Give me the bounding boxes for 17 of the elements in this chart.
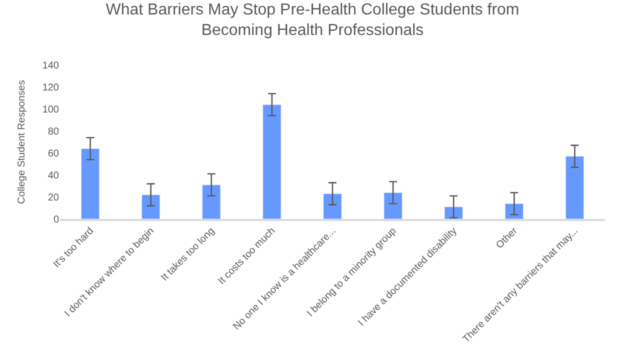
chart-title: What Barriers May Stop Pre-Health College Students from Becoming Health Professionals	[106, 1, 520, 40]
bar	[142, 194, 160, 219]
y-tick-label: 120	[42, 82, 60, 94]
y-tick-label: 80	[48, 126, 60, 138]
bar	[80, 148, 100, 219]
bar	[565, 156, 584, 219]
bar	[202, 184, 221, 219]
bar	[384, 192, 402, 219]
y-tick-label: 140	[42, 60, 60, 72]
y-axis-title: College Student Responses	[16, 80, 28, 204]
y-tick-label: 20	[48, 192, 60, 204]
y-tick-label: 40	[48, 170, 60, 182]
y-tick-label: 100	[42, 104, 60, 116]
bar	[262, 104, 282, 219]
y-tick-label: 0	[53, 214, 60, 226]
bar	[323, 193, 342, 219]
y-tick-label: 60	[48, 148, 60, 160]
